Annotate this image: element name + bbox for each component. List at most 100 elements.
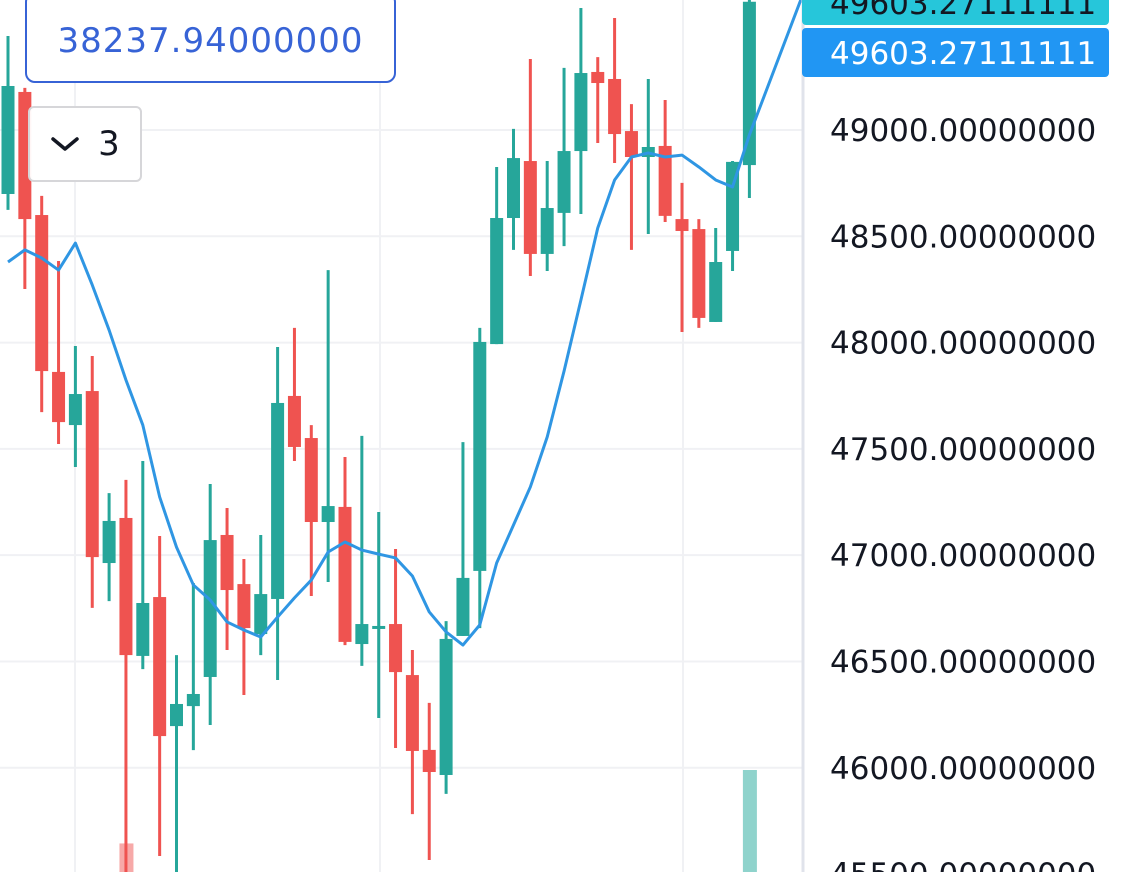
candle (540, 161, 554, 271)
candle-body (220, 534, 234, 591)
price-tick-label: 49000.00000000 (830, 113, 1096, 149)
ma-price-label: 49603.27111111 (830, 0, 1096, 22)
candle (1, 36, 15, 210)
candle-body (591, 71, 605, 84)
candle (422, 702, 436, 861)
candle (136, 460, 150, 670)
candle-body (523, 161, 537, 254)
candle-body (405, 675, 419, 751)
candle (271, 347, 285, 680)
candle (153, 536, 167, 856)
candle (338, 456, 352, 646)
candle-body (473, 341, 487, 571)
candle-body (507, 158, 520, 219)
candle-body (52, 371, 66, 423)
price-tick-label: 46500.00000000 (830, 644, 1096, 680)
candle (507, 128, 520, 250)
candle (389, 549, 403, 748)
candle (608, 17, 622, 163)
candle (675, 182, 689, 332)
candle (574, 7, 588, 214)
candle-body (742, 1, 756, 166)
price-tick-label: 46000.00000000 (830, 751, 1096, 787)
last-price-label: 49603.27111111 (830, 36, 1096, 72)
candle-body (321, 506, 335, 523)
price-input-value: 38237.94000000 (57, 20, 364, 61)
candle (52, 260, 66, 444)
candle (473, 327, 487, 629)
candle-body (624, 131, 638, 157)
candle (186, 583, 200, 751)
candle-body (153, 597, 167, 737)
candle (641, 78, 655, 234)
candle-body (170, 703, 183, 727)
candle-body (490, 218, 504, 345)
candle (405, 649, 419, 815)
candle (119, 479, 133, 872)
candle-body (85, 391, 99, 558)
price-tick-label: 48000.00000000 (830, 326, 1096, 362)
candle (692, 219, 706, 328)
candle-body (540, 208, 554, 254)
candle-body (439, 638, 453, 775)
candle-body (389, 624, 403, 673)
candle-body (692, 229, 706, 318)
candle (591, 57, 605, 143)
price-tick-label: 47500.00000000 (830, 432, 1096, 468)
ma-price-label-bg (802, 0, 1109, 25)
candle (220, 507, 234, 650)
last-price-label-bg (802, 28, 1109, 77)
candle-body (456, 577, 470, 636)
candle-body (136, 603, 150, 656)
candle (35, 195, 49, 413)
candle (523, 58, 537, 277)
candle (85, 355, 99, 608)
candle (304, 425, 318, 596)
candle-body (557, 151, 571, 213)
candle-body (422, 749, 436, 773)
candle-body (608, 78, 622, 135)
candle (237, 558, 251, 696)
candle (709, 228, 723, 322)
candle (490, 166, 504, 345)
candle (203, 483, 217, 726)
price-tick-label: 48500.00000000 (830, 219, 1096, 255)
candle-body (355, 624, 369, 645)
dropdown-value: 3 (98, 124, 120, 164)
price-axis (802, 0, 1125, 872)
candle (742, 0, 756, 199)
candle-body (658, 145, 672, 216)
candle (439, 621, 453, 794)
volume-bar (742, 770, 757, 872)
price-input[interactable]: 38237.94000000 (25, 0, 396, 83)
candle (658, 100, 672, 223)
candle (68, 345, 82, 467)
candle (287, 327, 301, 461)
candle-body (1, 85, 15, 194)
candle (557, 67, 571, 247)
candle-body (186, 693, 200, 707)
candle (624, 104, 638, 250)
price-tick-label: 45500.00000000 (830, 857, 1096, 872)
candle (456, 442, 470, 636)
moving-average-line (7, 0, 803, 647)
candle-body (287, 395, 301, 447)
candle-body (35, 215, 49, 372)
candle (372, 512, 386, 719)
candle-body (102, 520, 116, 564)
interval-dropdown[interactable]: 3 (28, 106, 142, 182)
candle (102, 493, 116, 602)
candle-body (574, 73, 588, 152)
candle-body (68, 394, 82, 426)
candle-body (675, 219, 689, 231)
candle-body (203, 540, 217, 677)
candle (170, 655, 183, 872)
candle-body (709, 262, 723, 322)
candle-body (304, 438, 318, 523)
candle-body (271, 402, 285, 599)
candle (321, 270, 335, 582)
candle-body (372, 625, 386, 629)
candle-body (119, 517, 133, 656)
candle-body (254, 594, 268, 635)
